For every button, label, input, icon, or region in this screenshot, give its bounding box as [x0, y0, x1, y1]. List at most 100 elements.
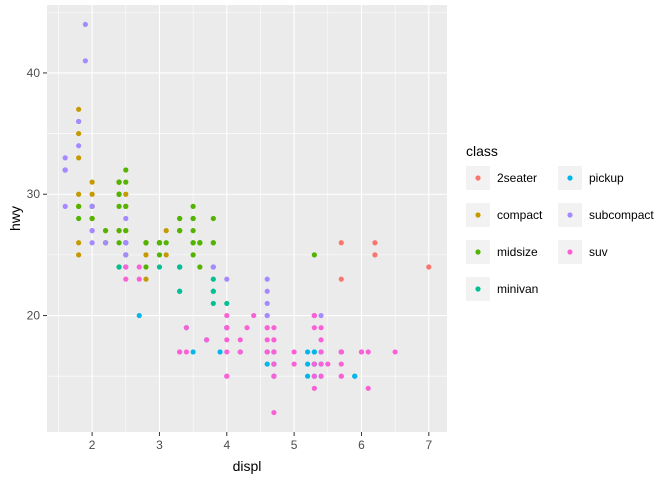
point-midsize — [123, 203, 129, 209]
point-suv — [291, 349, 297, 355]
x-tick-label: 3 — [156, 438, 163, 452]
legend-item-suv: suv — [558, 240, 608, 264]
legend-item-compact: compact — [466, 203, 543, 227]
point-suv — [338, 361, 344, 367]
point-suv — [271, 325, 277, 331]
point-compact — [89, 179, 95, 185]
point-suv — [183, 349, 189, 355]
x-tick-label: 6 — [358, 438, 365, 452]
point-midsize — [102, 228, 109, 234]
point-midsize — [190, 252, 196, 258]
point-suv — [271, 337, 277, 343]
point-suv — [271, 373, 277, 379]
point-midsize — [210, 215, 216, 222]
point-suv — [392, 349, 398, 355]
x-axis: 2 3 4 5 6 7 — [89, 432, 432, 452]
legend-item-minivan: minivan — [466, 277, 538, 301]
legend-label: minivan — [497, 282, 538, 296]
y-tick-label: 40 — [27, 66, 41, 80]
point-suv — [365, 349, 371, 355]
point-suv — [237, 349, 243, 355]
point-midsize — [190, 215, 196, 222]
point-subcompact — [123, 215, 129, 222]
point-midsize — [123, 167, 129, 173]
point-midsize — [116, 240, 122, 246]
point-midsize — [177, 215, 183, 222]
point-suv — [291, 361, 297, 367]
point-midsize — [123, 179, 129, 185]
point-subcompact — [89, 228, 95, 234]
point-suv — [224, 373, 230, 379]
legend-label: compact — [497, 208, 543, 222]
legend-label: subcompact — [589, 208, 654, 222]
point-suv — [136, 276, 142, 282]
point-suv — [123, 264, 129, 270]
point-suv — [224, 325, 230, 331]
point-midsize — [311, 252, 317, 258]
y-axis: 20 30 40 — [27, 66, 47, 323]
point-compact — [163, 252, 169, 258]
point-midsize — [190, 240, 196, 246]
legend: class 2seater compact midsize minivan pickup… — [466, 143, 654, 301]
point-suv — [271, 409, 277, 416]
point-suv — [318, 361, 324, 367]
point-midsize — [116, 228, 122, 234]
point-subcompact — [82, 21, 88, 28]
point-pickup — [305, 361, 311, 367]
point-subcompact — [123, 240, 129, 246]
point-suv — [311, 361, 317, 367]
point-2seater — [372, 240, 378, 246]
plot-panel — [47, 5, 447, 432]
point-compact — [76, 252, 82, 258]
point-pickup — [305, 349, 311, 355]
point-midsize — [116, 203, 122, 209]
point-midsize — [143, 240, 149, 246]
legend-swatch — [475, 286, 481, 292]
point-pickup — [352, 373, 358, 379]
point-suv — [183, 325, 189, 331]
y-tick-label: 30 — [27, 187, 41, 201]
point-suv — [318, 337, 324, 343]
point-suv — [311, 325, 317, 331]
point-suv — [338, 373, 344, 379]
point-midsize — [177, 228, 183, 234]
legend-label: pickup — [589, 171, 624, 185]
point-pickup — [136, 312, 142, 319]
legend-swatch — [567, 212, 573, 218]
point-2seater — [372, 252, 378, 258]
point-suv — [123, 276, 129, 282]
point-subcompact — [62, 167, 68, 173]
legend-item-2seater: 2seater — [466, 166, 537, 190]
point-subcompact — [76, 143, 82, 149]
point-subcompact — [62, 155, 68, 161]
point-midsize — [197, 240, 203, 246]
point-subcompact — [89, 203, 95, 209]
point-suv — [271, 361, 277, 367]
point-suv — [264, 337, 270, 343]
point-subcompact — [264, 288, 270, 294]
point-midsize — [156, 240, 163, 246]
point-suv — [264, 349, 270, 355]
point-midsize — [116, 191, 122, 197]
point-suv — [177, 349, 183, 355]
point-subcompact — [264, 276, 270, 282]
point-midsize — [76, 215, 82, 222]
minor-gridlines — [47, 5, 447, 432]
point-suv — [224, 337, 230, 343]
point-subcompact — [76, 118, 82, 125]
point-suv — [224, 312, 230, 319]
point-suv — [311, 385, 317, 391]
point-subcompact — [224, 276, 230, 282]
point-subcompact — [102, 240, 109, 246]
point-suv — [318, 349, 324, 355]
point-suv — [318, 373, 324, 379]
major-gridlines — [47, 5, 447, 432]
legend-swatch — [567, 249, 573, 255]
point-suv — [311, 312, 317, 319]
legend-label: 2seater — [497, 171, 537, 185]
point-subcompact — [62, 203, 68, 209]
point-minivan — [210, 288, 216, 294]
point-midsize — [190, 203, 196, 209]
point-pickup — [190, 349, 196, 355]
